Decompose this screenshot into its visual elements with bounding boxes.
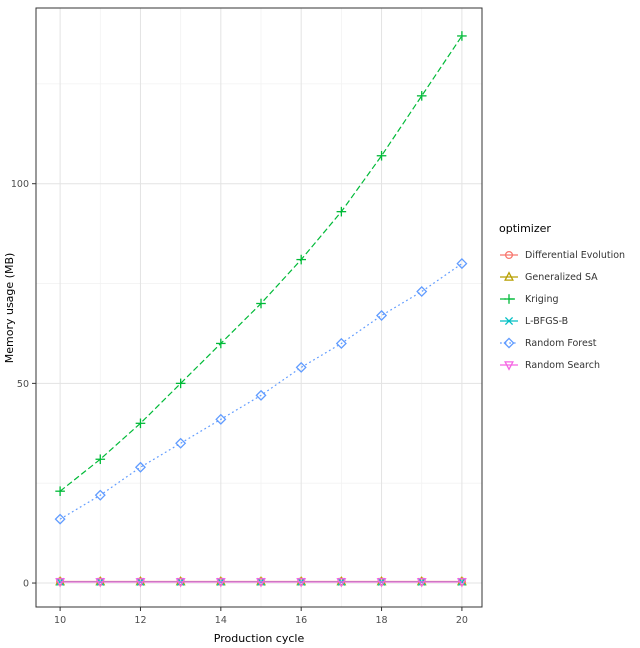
series-random-forest	[54, 258, 468, 525]
legend-item: Random Search	[498, 354, 638, 376]
x-axis-title: Production cycle	[214, 632, 305, 645]
x-tick-label: 14	[215, 615, 227, 626]
legend-item-label: Kriging	[525, 293, 559, 305]
legend-item-label: Generalized SA	[525, 271, 598, 283]
legend-item-label: L-BFGS-B	[525, 315, 569, 327]
axis-ticks: 10 12 14 16 18 20 0 50 100	[11, 179, 468, 626]
legend-title: optimizer	[499, 222, 551, 235]
legend-item: Generalized SA	[498, 266, 638, 288]
x-tick-label: 10	[54, 615, 66, 626]
legend-item: L-BFGS-B	[498, 310, 638, 332]
x-tick-label: 18	[376, 615, 388, 626]
x-tick-label: 20	[456, 615, 468, 626]
legend-item: Kriging	[498, 288, 638, 310]
y-tick-label: 0	[23, 579, 29, 590]
circle-open-legend-icon	[500, 250, 518, 260]
plus-legend-icon	[500, 294, 518, 304]
legend-item: Random Forest	[498, 332, 638, 354]
y-tick-label: 50	[17, 379, 29, 390]
triangle-open-legend-icon	[500, 271, 518, 281]
legend-item: Differential Evolution	[498, 244, 638, 266]
legend-item-label: Random Forest	[525, 337, 597, 349]
diamond-open-legend-icon	[500, 337, 518, 349]
triangle-down-open-legend-icon	[500, 361, 518, 371]
data-series	[54, 31, 468, 588]
plot-area: 10 12 14 16 18 20 0 50 100 Production cycle Memo…	[3, 7, 483, 645]
legend-item-label: Random Search	[525, 359, 600, 371]
x-tick-label: 12	[134, 615, 146, 626]
y-tick-label: 100	[11, 179, 29, 190]
panel-border	[35, 7, 483, 608]
legend: optimizer Differential Evolution Generali…	[498, 222, 638, 376]
gridlines	[36, 8, 482, 607]
y-axis-title: Memory usage (MB)	[3, 253, 16, 364]
legend-entries: Differential Evolution Generalized SA Krig…	[498, 244, 638, 376]
series-kriging	[55, 31, 467, 496]
legend-item-label: Differential Evolution	[525, 249, 626, 261]
x-legend-icon	[500, 316, 518, 326]
x-tick-label: 16	[295, 615, 307, 626]
series-random-search	[55, 578, 467, 588]
